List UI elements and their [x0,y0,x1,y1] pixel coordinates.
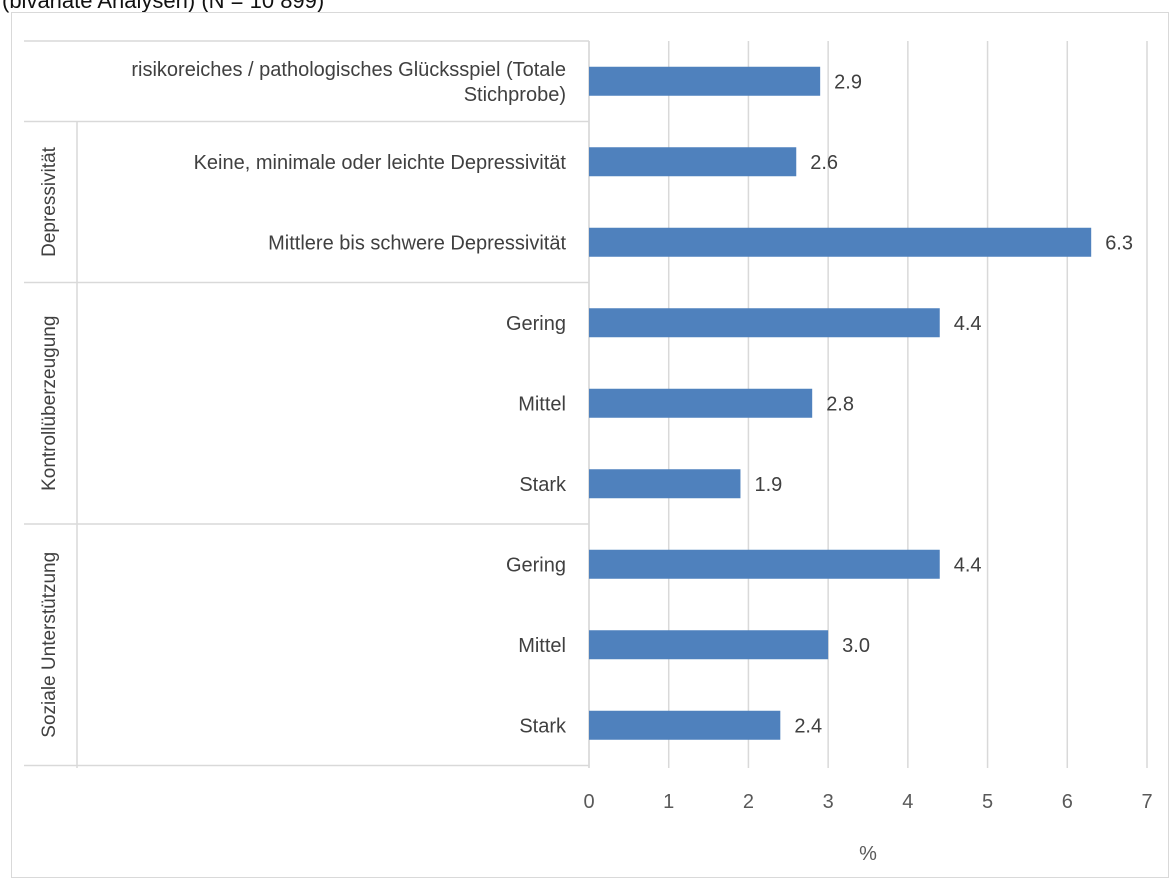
category-label: Stark [519,715,567,737]
x-axis-title: % [859,843,877,865]
category-label: Gering [506,313,566,335]
x-tick-label: 0 [583,791,594,813]
bar [589,308,940,338]
category-label: Gering [506,554,566,576]
category-label: Mittel [518,635,566,657]
data-label: 4.4 [954,313,982,335]
data-label: 2.6 [810,152,838,174]
bar [589,469,741,499]
bar [589,549,940,579]
bar [589,630,829,660]
category-label: Stichprobe) [464,84,566,106]
group-label: Kontrollüberzeugung [39,316,60,491]
category-label: Mittlere bis schwere Depressivität [268,232,566,254]
x-tick-label: 5 [982,791,993,813]
x-tick-label: 6 [1062,791,1073,813]
bar [589,227,1092,257]
bar [589,147,797,177]
data-label: 1.9 [754,474,782,496]
data-label: 3.0 [842,635,870,657]
category-label: risikoreiches / pathologisches Glücksspi… [131,59,566,81]
group-label: Depressivität [39,146,60,257]
bar [589,388,813,418]
group-label: Soziale Unterstützung [39,552,60,738]
x-tick-label: 7 [1141,791,1152,813]
category-label: Keine, minimale oder leichte Depressivit… [194,152,567,174]
chart-frame [11,12,1169,878]
data-label: 2.8 [826,393,854,415]
data-label: 2.9 [834,71,862,93]
data-label: 4.4 [954,554,982,576]
bar [589,710,781,740]
x-tick-label: 4 [902,791,913,813]
category-label: Mittel [518,393,566,415]
x-tick-label: 1 [663,791,674,813]
bar [589,66,821,96]
data-label: 6.3 [1105,232,1133,254]
category-label: Stark [519,474,567,496]
x-tick-label: 2 [743,791,754,813]
chart-caption: (bivariate Analysen) (N = 10 899) [2,0,325,13]
x-tick-label: 3 [823,791,834,813]
data-label: 2.4 [794,715,822,737]
